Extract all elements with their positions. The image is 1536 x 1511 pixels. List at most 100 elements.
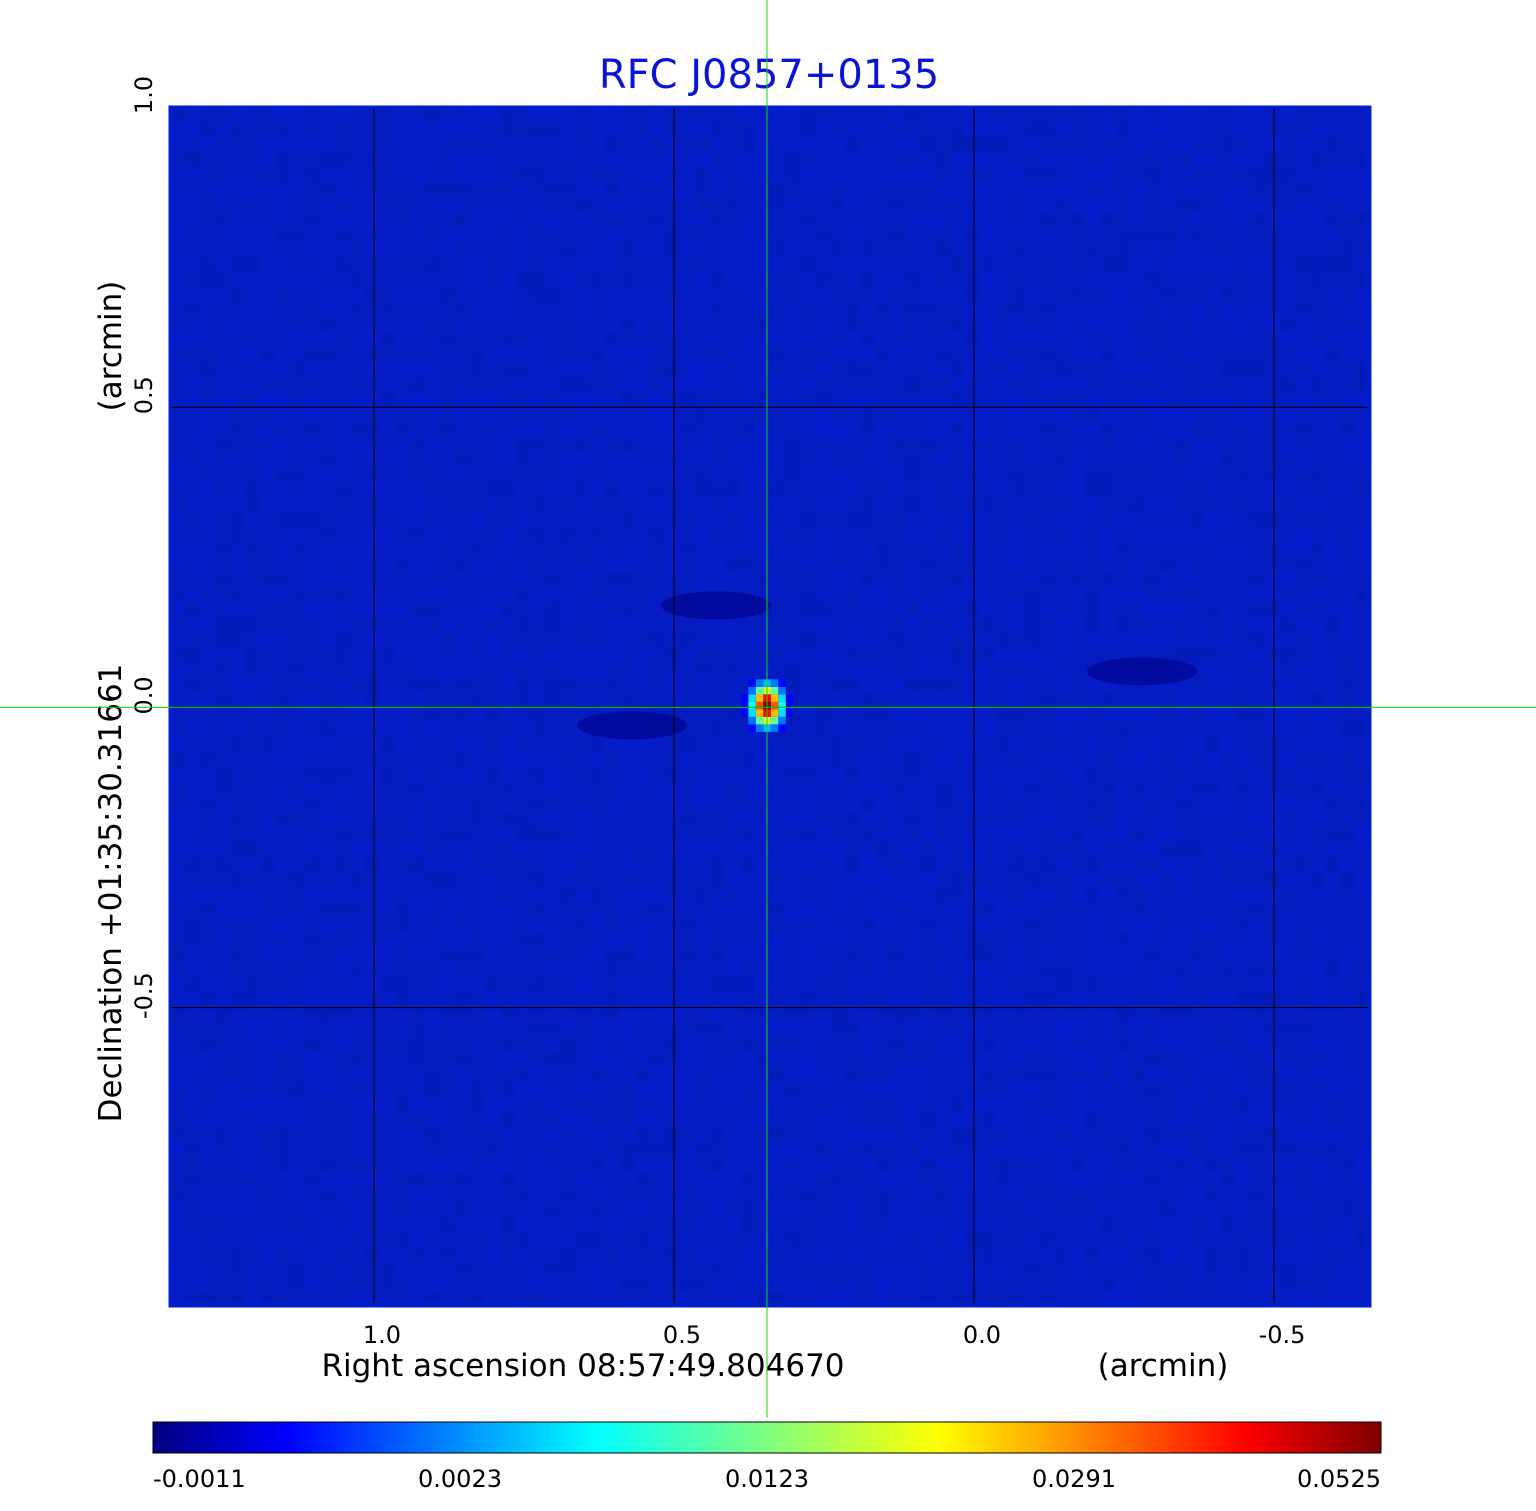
noise-cell <box>245 422 260 437</box>
noise-cell <box>395 692 410 707</box>
noise-cell <box>620 542 635 557</box>
noise-cell <box>1355 347 1370 362</box>
noise-cell <box>740 992 755 1007</box>
noise-cell <box>650 752 665 767</box>
noise-cell <box>1145 572 1160 587</box>
noise-cell <box>1235 602 1250 617</box>
noise-cell <box>695 812 710 827</box>
noise-cell <box>395 827 410 842</box>
noise-cell <box>1010 542 1025 557</box>
noise-cell <box>710 782 725 797</box>
noise-cell <box>440 692 455 707</box>
noise-cell <box>170 122 185 137</box>
noise-cell <box>1295 332 1310 347</box>
noise-cell <box>1220 962 1235 977</box>
noise-cell <box>950 542 965 557</box>
noise-cell <box>440 317 455 332</box>
noise-cell <box>860 542 875 557</box>
noise-cell <box>1145 842 1160 857</box>
noise-cell <box>1175 602 1190 617</box>
noise-cell <box>935 527 950 542</box>
noise-cell <box>650 632 665 647</box>
noise-cell <box>740 287 755 302</box>
noise-cell <box>1220 167 1235 182</box>
noise-cell <box>1325 302 1340 317</box>
noise-cell <box>1220 422 1235 437</box>
noise-cell <box>860 467 875 482</box>
noise-cell <box>170 677 185 692</box>
noise-cell <box>1175 782 1190 797</box>
noise-cell <box>695 782 710 797</box>
noise-cell <box>1280 137 1295 152</box>
noise-cell <box>575 347 590 362</box>
noise-cell <box>695 497 710 512</box>
noise-cell <box>185 482 200 497</box>
noise-cell <box>725 752 740 767</box>
noise-cell <box>1280 437 1295 452</box>
noise-cell <box>725 467 740 482</box>
noise-cell <box>710 707 725 722</box>
noise-cell <box>710 992 725 1007</box>
noise-cell <box>1145 332 1160 347</box>
noise-cell <box>170 617 185 632</box>
noise-cell <box>1340 932 1355 947</box>
noise-cell <box>1190 182 1205 197</box>
noise-cell <box>215 452 230 467</box>
noise-cell <box>1295 947 1310 962</box>
noise-cell <box>1130 332 1145 347</box>
noise-cell <box>290 377 305 392</box>
noise-cell <box>1055 317 1070 332</box>
noise-cell <box>980 962 995 977</box>
noise-cell <box>395 677 410 692</box>
noise-cell <box>1325 167 1340 182</box>
noise-cell <box>515 407 530 422</box>
noise-cell <box>950 107 965 122</box>
noise-cell <box>1070 512 1085 527</box>
noise-cell <box>635 857 650 872</box>
noise-cell <box>1055 122 1070 137</box>
noise-cell <box>425 962 440 977</box>
noise-cell <box>185 437 200 452</box>
noise-cell <box>830 947 845 962</box>
noise-cell <box>1340 167 1355 182</box>
noise-cell <box>335 662 350 677</box>
noise-cell <box>500 917 515 932</box>
noise-cell <box>890 827 905 842</box>
noise-cell <box>665 617 680 632</box>
noise-cell <box>1355 752 1370 767</box>
noise-cell <box>1040 107 1055 122</box>
noise-cell <box>1235 932 1250 947</box>
noise-cell <box>830 287 845 302</box>
noise-cell <box>1235 617 1250 632</box>
noise-cell <box>860 437 875 452</box>
noise-cell <box>920 347 935 362</box>
noise-cell <box>785 902 800 917</box>
noise-cell <box>485 962 500 977</box>
noise-cell <box>1265 332 1280 347</box>
noise-cell <box>485 1007 500 1022</box>
noise-cell <box>1355 242 1370 257</box>
noise-cell <box>1010 752 1025 767</box>
noise-cell <box>185 872 200 887</box>
noise-cell <box>410 947 425 962</box>
noise-cell <box>845 932 860 947</box>
noise-cell <box>1340 827 1355 842</box>
noise-cell <box>1355 572 1370 587</box>
noise-cell <box>245 992 260 1007</box>
noise-cell <box>1295 917 1310 932</box>
noise-cell <box>665 557 680 572</box>
noise-cell <box>1250 887 1265 902</box>
noise-cell <box>725 962 740 977</box>
noise-cell <box>305 632 320 647</box>
noise-cell <box>1055 197 1070 212</box>
noise-cell <box>1100 902 1115 917</box>
noise-cell <box>980 512 995 527</box>
noise-cell <box>1325 122 1340 137</box>
noise-cell <box>440 452 455 467</box>
noise-cell <box>920 722 935 737</box>
noise-cell <box>290 932 305 947</box>
noise-cell <box>785 332 800 347</box>
noise-cell <box>320 722 335 737</box>
noise-cell <box>335 977 350 992</box>
noise-cell <box>890 1007 905 1022</box>
